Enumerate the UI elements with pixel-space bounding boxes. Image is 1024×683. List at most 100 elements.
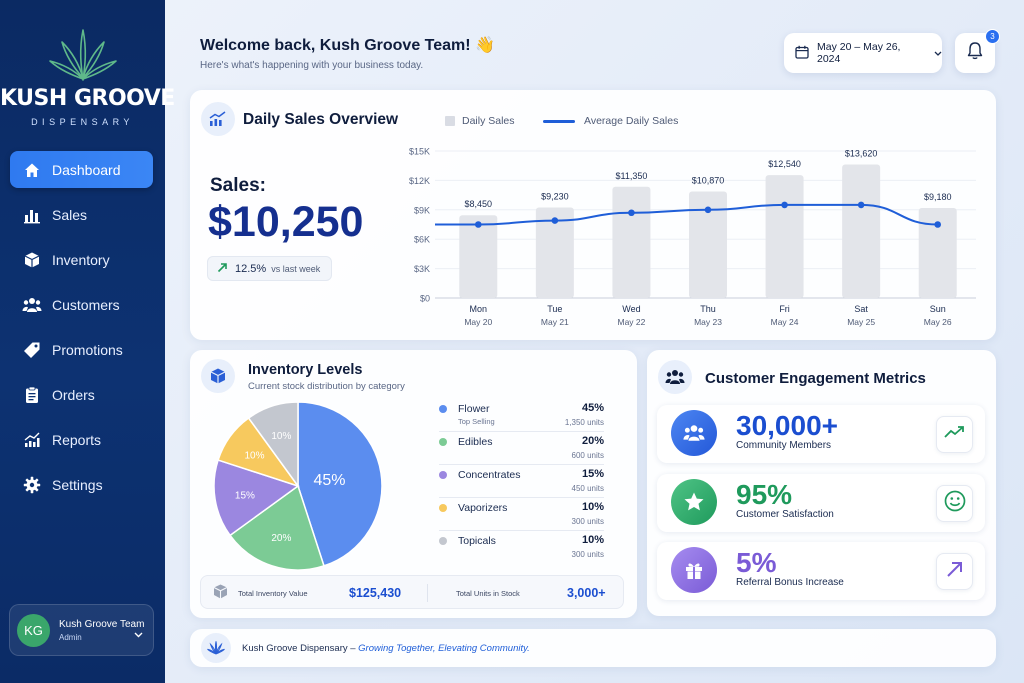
sidebar-item-customers[interactable]: Customers (10, 286, 153, 323)
clipboard-icon (22, 385, 42, 405)
smiley-face-icon (944, 490, 966, 517)
avatar: KG (17, 613, 50, 647)
pie-slice[interactable] (297, 401, 383, 567)
footer-text: Kush Groove Dispensary – Growing Togethe… (242, 643, 530, 654)
users-icon (22, 295, 42, 315)
cannabis-leaf-icon (201, 633, 231, 663)
metric-value: 5% (736, 547, 777, 578)
brand-logo[interactable]: KUSH GROOVE DISPENSARY (0, 28, 175, 127)
calendar-icon (795, 45, 809, 62)
notification-badge: 3 (985, 29, 1000, 44)
y-tick-label: $6K (414, 235, 430, 245)
category-name: Concentrates (458, 469, 521, 481)
smiley-button[interactable] (936, 485, 973, 522)
sidebar-item-orders[interactable]: Orders (10, 376, 153, 413)
inventory-category-row[interactable]: Flower Top Selling 45% 1,350 units (439, 399, 604, 432)
referral-arrow-button[interactable] (936, 553, 973, 590)
package-icon (212, 583, 229, 605)
sidebar-item-label: Dashboard (52, 161, 121, 178)
notifications-button[interactable]: 3 (955, 29, 1000, 73)
sales-label: Sales: (210, 175, 266, 196)
average-sales-point[interactable] (474, 221, 482, 228)
average-sales-point[interactable] (551, 217, 559, 224)
sidebar-item-label: Sales (52, 206, 88, 223)
inventory-totals: Total Inventory Value $125,430 Total Uni… (200, 575, 624, 609)
x-tick-date: May 24 (771, 317, 799, 327)
sales-bar[interactable] (842, 164, 881, 298)
trend-up-button[interactable] (936, 416, 973, 453)
average-sales-point[interactable] (781, 201, 788, 209)
arrow-up-right-icon (217, 262, 228, 276)
metric-referral-bonus: 5% Referral Bonus Increase (657, 542, 985, 600)
sidebar-item-settings[interactable]: Settings (10, 466, 153, 503)
brand-subtitle: DISPENSARY (31, 117, 134, 127)
average-sales-point[interactable] (934, 221, 942, 228)
home-icon (22, 160, 42, 180)
inventory-levels-card: Inventory Levels Current stock distribut… (190, 350, 637, 618)
average-sales-point[interactable] (857, 201, 865, 209)
metric-value: 95% (736, 479, 793, 510)
sidebar-item-sales[interactable]: Sales (10, 196, 153, 233)
inventory-category-row[interactable]: Concentrates 15% 450 units (439, 465, 604, 498)
sales-bar[interactable] (459, 215, 498, 298)
category-units: 1,350 units (564, 418, 604, 427)
legend-dot (439, 504, 447, 512)
pie-slice[interactable] (213, 459, 300, 537)
date-range-picker[interactable]: May 20 – May 26, 2024 (784, 33, 942, 73)
inventory-category-row[interactable]: Vaporizers 10% 300 units (439, 498, 604, 531)
y-tick-label: $3K (414, 264, 430, 274)
sales-bar[interactable] (612, 186, 651, 298)
bar-chart-icon (22, 205, 42, 225)
pie-slice[interactable] (228, 484, 325, 571)
sidebar-item-label: Customers (52, 296, 120, 313)
x-tick-date: May 21 (541, 317, 569, 327)
legend-dot (439, 537, 447, 545)
chevron-down-icon (934, 47, 942, 59)
daily-sales-chart: $0 $3K $6K $9K $12K $15K $8,450 Mon May 20 $9,230… (409, 147, 976, 327)
engagement-card-title: Customer Engagement Metrics (705, 370, 926, 387)
category-name: Edibles (458, 436, 493, 448)
sidebar-item-label: Promotions (52, 341, 123, 358)
sidebar-item-reports[interactable]: Reports (10, 421, 153, 458)
users-icon (658, 360, 692, 394)
category-tag: Top Selling (458, 417, 495, 426)
legend-dot (439, 438, 447, 446)
sidebar-item-label: Inventory (52, 251, 110, 268)
inventory-category-row[interactable]: Topicals 10% 300 units (439, 531, 604, 564)
pie-slice-label: 10% (271, 431, 291, 442)
category-percent: 20% (581, 435, 604, 447)
metric-label: Referral Bonus Increase (736, 577, 844, 588)
trend-chart-icon (22, 430, 42, 450)
user-name: Kush Groove Team (59, 618, 145, 630)
category-percent: 10% (581, 534, 604, 546)
sales-bar[interactable] (535, 207, 574, 298)
y-tick-label: $15K (409, 147, 430, 157)
brand-name: KUSH GROOVE (0, 86, 175, 111)
sales-bar[interactable] (918, 208, 957, 298)
x-tick-day: Fri (779, 304, 790, 314)
pie-slice-label: 15% (235, 490, 255, 501)
sidebar-item-inventory[interactable]: Inventory (10, 241, 153, 278)
category-units: 600 units (571, 451, 604, 460)
sales-change-note: vs last week (271, 263, 321, 274)
legend-label: Daily Sales (462, 115, 515, 127)
sales-value: $10,250 (208, 198, 364, 246)
inventory-pie-chart: 45% 20% 15% 10% 10% (213, 401, 383, 571)
sales-bar[interactable] (765, 175, 804, 298)
metric-customer-satisfaction: 95% Customer Satisfaction (657, 474, 985, 532)
average-sales-point[interactable] (704, 206, 712, 214)
average-sales-point[interactable] (628, 209, 635, 217)
sidebar-item-dashboard[interactable]: Dashboard (10, 151, 153, 188)
inventory-category-row[interactable]: Edibles 20% 600 units (439, 432, 604, 465)
sidebar-item-promotions[interactable]: Promotions (10, 331, 153, 368)
star-icon (671, 479, 717, 525)
category-percent: 45% (581, 402, 604, 414)
footer-bar: Kush Groove Dispensary – Growing Togethe… (190, 629, 996, 667)
metric-label: Community Members (736, 440, 832, 451)
pie-slice-label: 20% (271, 533, 291, 544)
user-profile-menu[interactable]: KG Kush Groove Team Admin (9, 604, 154, 656)
pie-slice[interactable] (247, 401, 299, 489)
bar-value-label: $10,870 (692, 175, 725, 185)
pie-slice-label: 10% (244, 450, 264, 461)
sales-bar[interactable] (689, 191, 727, 298)
